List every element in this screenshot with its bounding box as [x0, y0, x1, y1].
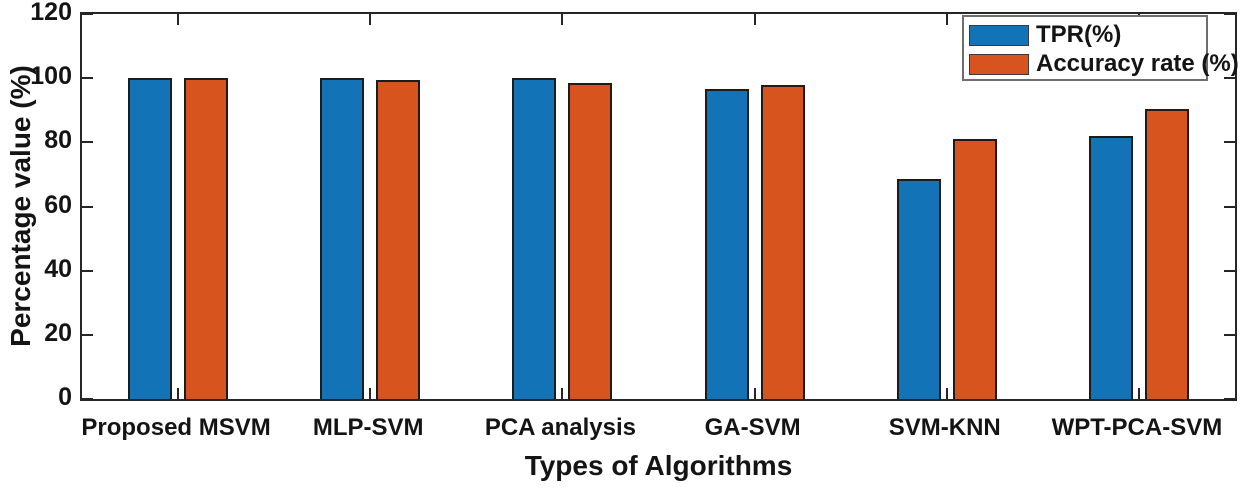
category-label: Proposed MSVM [81, 414, 271, 441]
x-axis-category-labels: Proposed MSVM MLP-SVM PCA analysis GA-SVM SV… [80, 413, 1237, 445]
legend-swatch-tpr [969, 24, 1029, 46]
x-tick-mark-top [369, 14, 372, 25]
legend-swatch-accuracy [969, 53, 1029, 75]
x-tick-mark-top [177, 14, 180, 25]
y-tick-label: 20 [44, 318, 72, 347]
y-tick-mark-right [1224, 141, 1235, 144]
category-label: WPT-PCA-SVM [1051, 414, 1223, 441]
x-tick-mark-bottom [945, 388, 948, 399]
x-tick-mark-bottom [561, 388, 564, 399]
x-tick-mark-top [753, 14, 756, 25]
y-tick-mark-left [82, 269, 93, 272]
legend-label-tpr: TPR(%) [1036, 21, 1122, 48]
plot-area: TPR(%) Accuracy rate (%) [80, 12, 1239, 401]
x-tick-mark-bottom [1137, 388, 1140, 399]
bar-tpr [896, 179, 941, 399]
legend-label-accuracy: Accuracy rate (%) [1036, 50, 1239, 77]
y-tick-label: 100 [30, 62, 72, 91]
bar-accuracy [568, 82, 613, 399]
x-tick-mark-bottom [177, 388, 180, 399]
y-tick-mark-left [82, 205, 93, 208]
y-tick-label: 120 [30, 0, 72, 26]
legend-item-accuracy: Accuracy rate (%) [969, 50, 1239, 77]
bar-accuracy [760, 84, 805, 399]
bar-accuracy [184, 78, 229, 399]
bar-accuracy [1144, 108, 1189, 399]
y-axis-tick-labels: 0 20 40 60 80 100 120 [0, 0, 72, 410]
category-label: PCA analysis [484, 414, 636, 441]
x-tick-mark-top [561, 14, 564, 25]
y-tick-mark-right [1224, 77, 1235, 80]
x-tick-mark-top [945, 14, 948, 25]
y-tick-mark-left [82, 141, 93, 144]
category-label: GA-SVM [704, 414, 801, 441]
y-tick-label: 0 [58, 383, 72, 411]
bar-accuracy [952, 139, 997, 399]
bar-tpr [320, 78, 365, 399]
y-tick-mark-right [1224, 13, 1235, 15]
legend: TPR(%) Accuracy rate (%) [962, 15, 1239, 81]
y-tick-mark-right [1224, 269, 1235, 272]
bar-tpr [128, 78, 173, 399]
y-tick-mark-right [1224, 205, 1235, 208]
bar-tpr [704, 89, 749, 399]
y-tick-mark-right [1224, 398, 1235, 400]
y-tick-label: 40 [44, 254, 72, 283]
x-axis-title: Types of Algorithms [524, 450, 793, 481]
y-tick-mark-left [82, 13, 93, 15]
bar-accuracy [376, 79, 421, 399]
y-tick-label: 80 [44, 126, 72, 155]
bar-tpr [512, 78, 557, 399]
y-tick-mark-right [1224, 333, 1235, 336]
legend-item-tpr: TPR(%) [969, 21, 1122, 48]
category-label: MLP-SVM [312, 414, 424, 441]
bars-layer [82, 13, 1235, 400]
y-tick-label: 60 [44, 190, 72, 219]
category-label: SVM-KNN [888, 414, 1001, 441]
y-tick-mark-left [82, 333, 93, 336]
x-tick-mark-bottom [369, 388, 372, 399]
y-tick-mark-left [82, 77, 93, 80]
x-tick-mark-bottom [753, 388, 756, 399]
bar-tpr [1088, 135, 1133, 399]
y-tick-mark-left [82, 398, 93, 400]
